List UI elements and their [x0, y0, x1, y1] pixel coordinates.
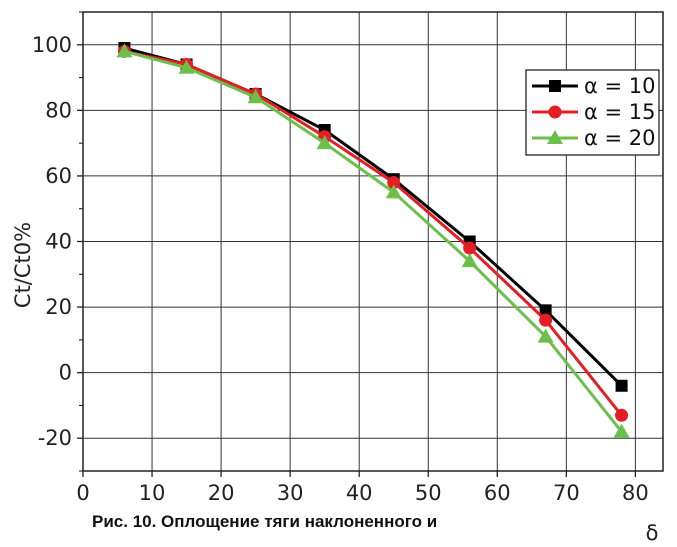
x-tick-label: 40	[346, 481, 373, 505]
x-tick-label: 0	[76, 481, 89, 505]
y-tick-label: 80	[45, 98, 72, 122]
legend-swatch-marker	[549, 80, 561, 92]
x-tick-label: 70	[553, 481, 580, 505]
legend: α = 10α = 15α = 20	[526, 70, 659, 155]
y-tick-label: 0	[59, 361, 72, 385]
y-tick-label: 40	[45, 230, 72, 254]
figure-caption: Рис. 10. Оплощение тяги наклоненного и	[92, 512, 437, 531]
data-point	[616, 380, 628, 392]
y-axis: -20 0 20 40 60 80 100	[32, 12, 83, 471]
x-tick-label: 10	[139, 481, 166, 505]
x-tick-label: 30	[277, 481, 304, 505]
legend-label: α = 15	[584, 100, 656, 124]
y-axis-title: Ct/Ct0%	[11, 222, 35, 308]
y-tick-label: 100	[32, 33, 72, 57]
x-axis: 0 10 20 30 40 50 60 70 80	[76, 471, 648, 505]
data-point	[539, 314, 552, 327]
legend-label: α = 20	[584, 126, 656, 150]
x-tick-label: 80	[622, 481, 649, 505]
legend-label: α = 10	[584, 74, 656, 98]
data-point	[615, 409, 628, 422]
y-tick-label: -20	[38, 426, 72, 450]
y-tick-label: 60	[45, 164, 72, 188]
y-tick-label: 20	[45, 295, 72, 319]
x-axis-title: δ	[646, 521, 659, 545]
legend-swatch-marker	[549, 106, 562, 119]
x-tick-label: 60	[484, 481, 511, 505]
x-tick-label: 50	[415, 481, 442, 505]
x-tick-label: 20	[208, 481, 235, 505]
data-point	[463, 242, 476, 255]
